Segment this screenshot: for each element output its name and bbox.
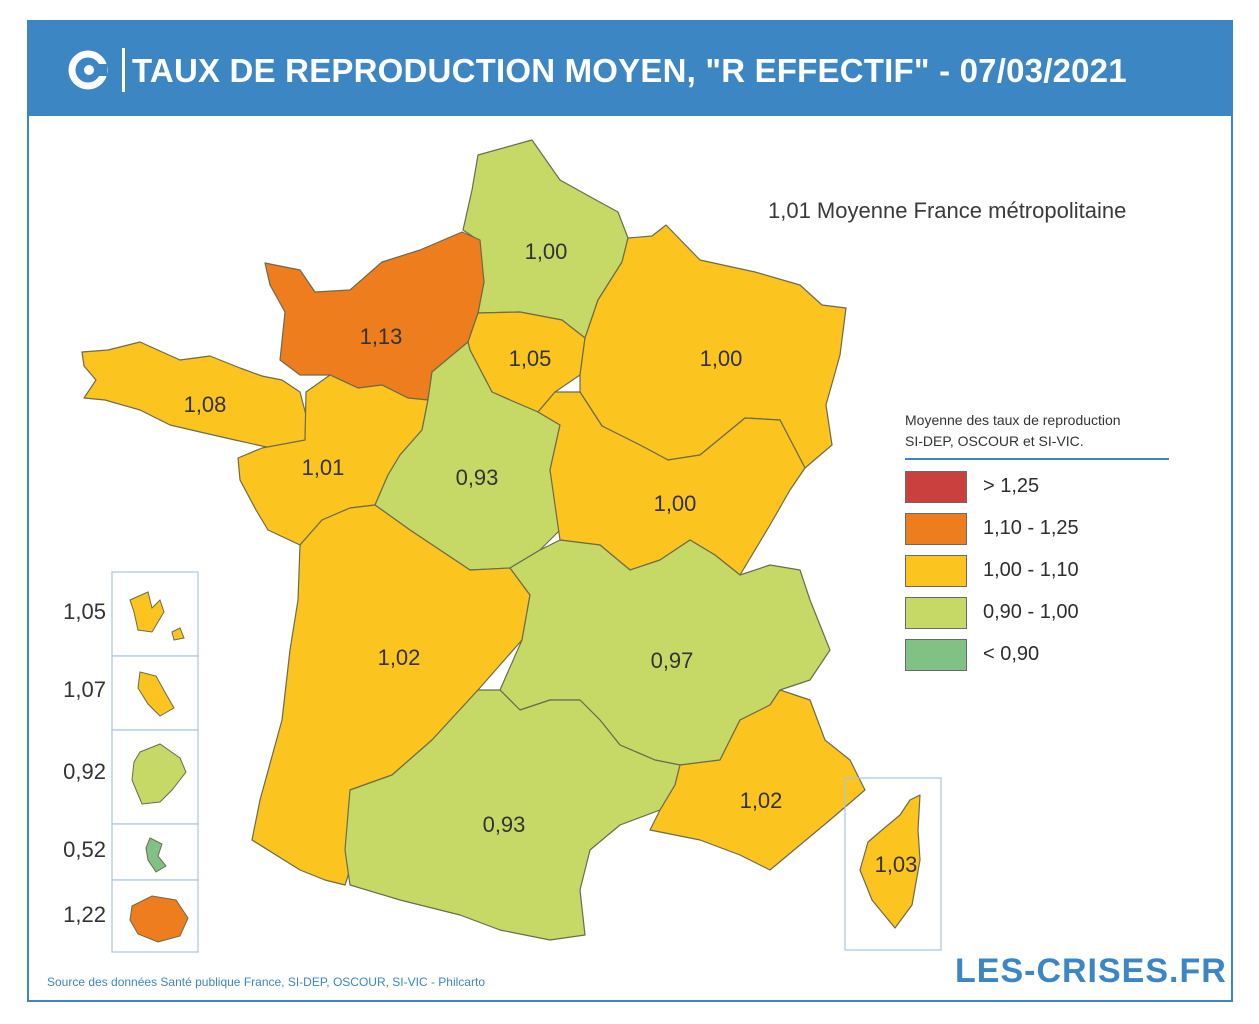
legend-divider <box>905 458 1169 460</box>
legend-swatch <box>905 597 967 629</box>
label-ile-de-france: 1,05 <box>509 346 552 371</box>
legend-label: 1,10 - 1,25 <box>983 517 1079 539</box>
value-guadeloupe: 1,05 <box>63 599 106 624</box>
label-auvergne-rhone-alpes: 0,97 <box>651 648 694 673</box>
legend-title-line1: Moyenne des taux de reproduction <box>905 412 1121 428</box>
title-bar <box>27 20 1233 116</box>
legend-swatch <box>905 639 967 671</box>
legend-title: Moyenne des taux de reproduction SI-DEP,… <box>905 410 1175 452</box>
region-centre-val-de-loire <box>374 341 561 571</box>
territory-mayotte <box>145 837 167 873</box>
value-martinique: 1,07 <box>63 677 106 702</box>
territory-guadeloupe <box>129 591 185 641</box>
label-corse: 1,03 <box>875 852 918 877</box>
territory-reunion <box>129 895 189 943</box>
title-separator <box>122 48 125 92</box>
region-corse <box>859 794 921 929</box>
legend-swatch <box>905 555 967 587</box>
label-bourgogne-franche-comte: 1,00 <box>654 491 697 516</box>
legend-label: 1,00 - 1,10 <box>983 559 1079 581</box>
label-nouvelle-aquitaine: 1,02 <box>378 645 421 670</box>
region-occitanie <box>344 689 681 941</box>
label-centre-val-de-loire: 0,93 <box>456 465 499 490</box>
territory-guyane <box>131 743 187 805</box>
territory-martinique <box>137 671 175 717</box>
page-title: TAUX DE REPRODUCTION MOYEN, "R EFFECTIF"… <box>132 52 1127 89</box>
label-occitanie: 0,93 <box>483 812 526 837</box>
legend-label: < 0,90 <box>983 643 1040 665</box>
value-guyane: 0,92 <box>63 759 106 784</box>
les-crises-logo-icon <box>68 50 108 90</box>
label-bretagne: 1,08 <box>184 392 227 417</box>
label-grand-est: 1,00 <box>700 346 743 371</box>
label-paca: 1,02 <box>740 788 783 813</box>
value-mayotte: 0,52 <box>63 837 106 862</box>
region-paca <box>649 689 866 871</box>
label-normandie: 1,13 <box>360 324 403 349</box>
national-average: 1,01 Moyenne France métropolitaine <box>768 198 1127 223</box>
source-note: Source des données Santé publique France… <box>47 975 485 989</box>
legend-swatch <box>905 471 967 503</box>
legend-label: 0,90 - 1,00 <box>983 601 1079 623</box>
legend-title-line2: SI-DEP, OSCOUR et SI-VIC. <box>905 433 1084 449</box>
legend-swatch <box>905 513 967 545</box>
brand-logo: LES-CRISES.FR <box>955 952 1227 990</box>
value-reunion: 1,22 <box>63 902 106 927</box>
label-hauts-de-france: 1,00 <box>525 239 568 264</box>
label-pays-de-la-loire: 1,01 <box>302 455 345 480</box>
corse-inset-frame <box>844 777 942 951</box>
legend-label: > 1,25 <box>983 475 1040 497</box>
